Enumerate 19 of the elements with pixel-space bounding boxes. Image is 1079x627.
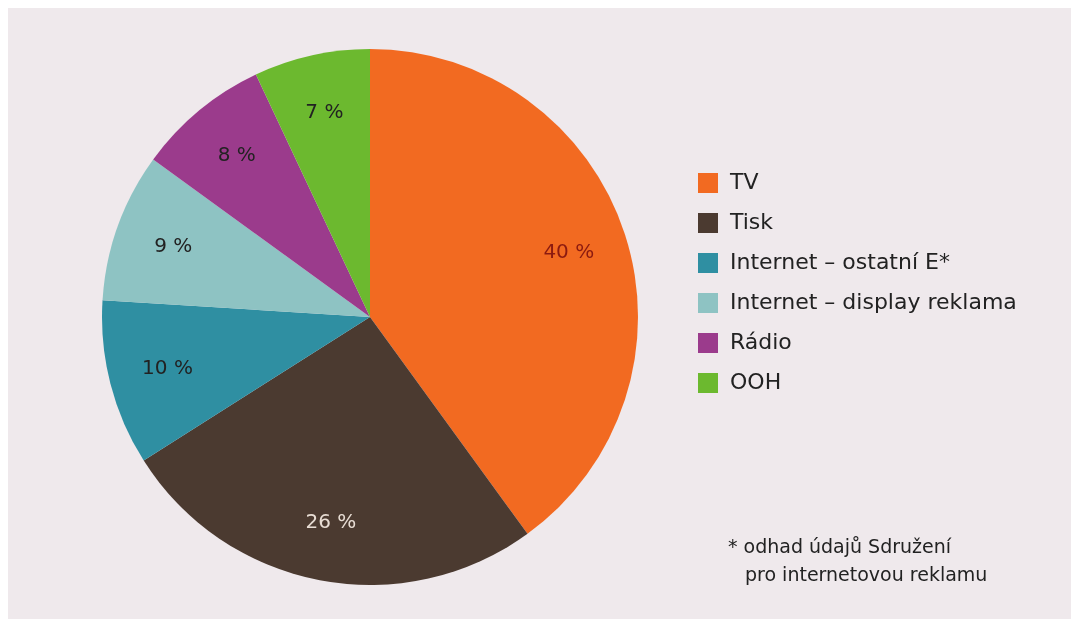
legend-label: OOH <box>730 369 782 394</box>
legend-label: Tisk <box>729 209 774 234</box>
data-label: 10 % <box>142 355 193 380</box>
legend-label: Internet – display reklama <box>730 289 1017 314</box>
data-label: 8 % <box>217 142 256 167</box>
pie-slice <box>153 74 370 317</box>
legend-label: Rádio <box>730 329 792 354</box>
data-label: 26 % <box>305 508 357 533</box>
data-label: 7 % <box>305 99 344 124</box>
legend-label: TV <box>729 169 759 194</box>
pie-slice <box>102 300 370 461</box>
legend-label: Internet – ostatní E* <box>730 249 950 274</box>
pie-slice <box>255 49 370 317</box>
data-label: 9 % <box>154 232 193 257</box>
data-label: 40 % <box>543 238 595 263</box>
pie-slice <box>370 49 638 534</box>
pie-slice <box>102 159 370 317</box>
pie-slice <box>143 317 528 585</box>
text: * odhad údajů Sdružení pro internetovou reklamu <box>728 535 988 585</box>
